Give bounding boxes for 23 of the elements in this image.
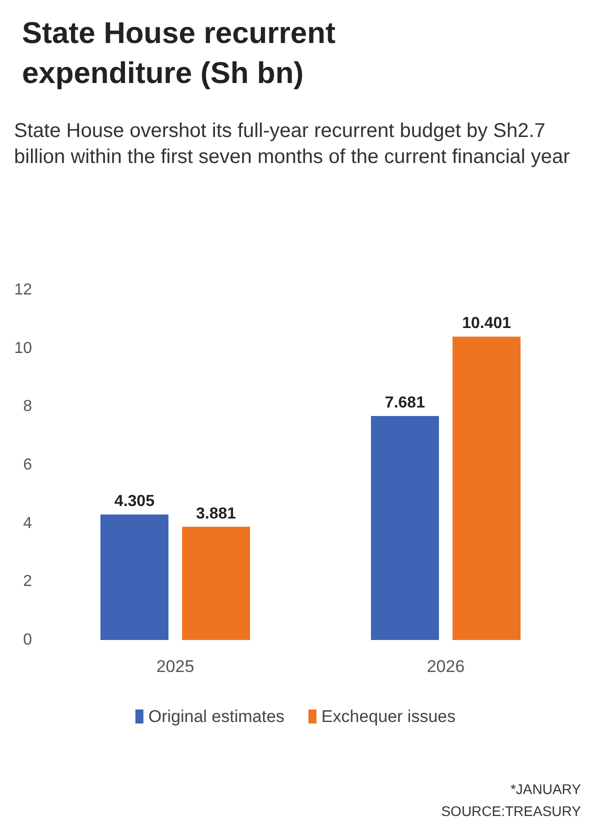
bar (452, 336, 521, 640)
bar (100, 514, 168, 640)
source-note: SOURCE:TREASURY (441, 803, 581, 819)
y-tick-label: 2 (23, 573, 32, 590)
legend-label: Original estimates (148, 707, 284, 726)
y-tick-label: 10 (14, 340, 32, 357)
x-tick-label: 2026 (426, 657, 465, 676)
y-tick-label: 0 (23, 632, 32, 648)
data-label: 3.881 (196, 505, 236, 522)
bar (370, 416, 439, 640)
chart-subtitle: State House overshot its full-year recurrent budget by Sh2.7 billion within the first seven months of the current financial year (14, 119, 571, 170)
data-label: 4.305 (114, 492, 155, 510)
y-tick-label: 4 (23, 514, 32, 532)
y-tick-label: 6 (23, 456, 32, 474)
data-label: 7.681 (384, 394, 426, 412)
data-label: 10.401 (462, 315, 512, 332)
x-tick-label: 2025 (156, 657, 194, 676)
legend-label: Exchequer issues (321, 707, 456, 726)
chart-title: State House recurrent expenditure (Sh bn) (22, 16, 336, 92)
y-tick-label: 8 (23, 398, 32, 416)
bar (182, 526, 250, 640)
text: *JANUARY (510, 781, 581, 797)
y-tick-label: 12 (14, 282, 32, 298)
